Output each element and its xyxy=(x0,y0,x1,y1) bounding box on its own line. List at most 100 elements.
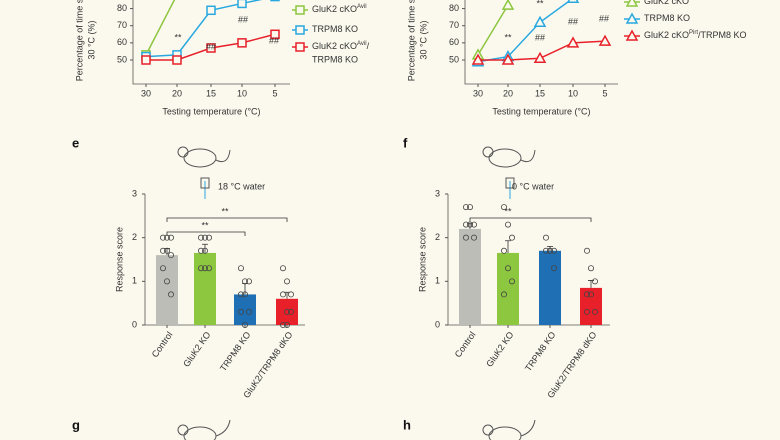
legend-label: TRPM8 KO xyxy=(644,13,690,23)
x-tick-label: 5 xyxy=(272,88,277,98)
stimulus-label: 18 °C water xyxy=(218,181,265,191)
x-tick-label: 20 xyxy=(172,88,182,98)
axis xyxy=(132,0,290,85)
bar xyxy=(276,298,298,325)
marker xyxy=(270,0,280,2)
y-tick-label: 70 xyxy=(117,20,127,30)
marker xyxy=(501,0,515,10)
axis xyxy=(464,0,618,85)
data-point xyxy=(470,234,477,241)
data-point xyxy=(588,265,595,272)
data-point xyxy=(197,265,204,272)
bar xyxy=(156,255,178,325)
marker xyxy=(566,36,580,48)
legend-label: TRPM8 KO xyxy=(312,24,358,34)
data-point xyxy=(237,308,244,315)
data-point xyxy=(283,278,290,285)
legend-suffix: / xyxy=(367,41,370,51)
marker xyxy=(533,15,547,28)
y-tick-label: 60 xyxy=(117,37,127,47)
data-point xyxy=(279,291,286,298)
x-tick-label: TRPM8 KO xyxy=(218,330,253,373)
series-line xyxy=(477,4,509,56)
bar xyxy=(580,287,602,325)
data-point xyxy=(279,321,286,328)
x-tick-label: Control xyxy=(150,330,175,360)
x-tick-label: 20 xyxy=(503,88,513,98)
data-point xyxy=(287,291,294,298)
x-axis-label: Testing temperature (°C) xyxy=(162,106,260,116)
marker xyxy=(471,53,485,65)
data-point xyxy=(167,252,174,259)
data-point xyxy=(201,234,208,241)
legend-label: GluK2 cKOPirt/TRPM8 KO xyxy=(644,30,747,41)
marker xyxy=(206,43,216,53)
data-point xyxy=(543,234,550,241)
y-tick-label: 0 xyxy=(435,319,440,329)
significance-bracket xyxy=(166,217,288,222)
data-point xyxy=(551,265,558,272)
annotation: ## xyxy=(238,14,248,24)
legend-label: TRPM8 KO xyxy=(312,54,358,64)
marker xyxy=(172,55,182,65)
y-axis-label: 30 °C (%) xyxy=(418,20,428,59)
error-bar xyxy=(505,240,511,253)
data-point xyxy=(201,265,208,272)
annotation: ## xyxy=(568,16,578,26)
data-point xyxy=(283,308,290,315)
x-tick-label: 30 xyxy=(473,88,483,98)
annotation: ** xyxy=(504,32,512,42)
x-tick-label: GluK2 KO xyxy=(181,330,212,369)
data-point xyxy=(237,265,244,272)
legend-sup: Pirt xyxy=(689,30,698,36)
data-point xyxy=(500,247,507,254)
marker xyxy=(598,34,612,46)
y-axis-label: Response score xyxy=(417,227,427,292)
bar xyxy=(459,228,481,325)
y-tick-label: 2 xyxy=(435,232,440,242)
x-tick-label: 15 xyxy=(206,88,216,98)
data-point xyxy=(592,278,599,285)
y-tick-label: 0 xyxy=(132,319,137,329)
legend-label: GluK2 cKOAvil xyxy=(312,4,367,15)
data-point xyxy=(159,234,166,241)
marker xyxy=(625,12,639,24)
y-axis-label: Response score xyxy=(114,227,124,292)
annotation: ** xyxy=(221,206,229,216)
y-axis-label: Percentage of time s xyxy=(74,0,84,81)
data-point xyxy=(462,221,469,228)
legend-suffix: /TRPM8 KO xyxy=(698,30,747,40)
data-point xyxy=(466,204,473,211)
data-point xyxy=(159,247,166,254)
annotation: ** xyxy=(201,220,209,230)
data-point xyxy=(167,234,174,241)
marker xyxy=(237,0,247,9)
marker xyxy=(141,55,151,65)
data-point xyxy=(237,291,244,298)
data-point xyxy=(241,278,248,285)
marker xyxy=(295,5,305,15)
data-point xyxy=(462,204,469,211)
stimulus-label: 0 °C water xyxy=(512,181,554,191)
data-point xyxy=(163,247,170,254)
y-tick-label: 3 xyxy=(132,188,137,198)
legend-name: GluK2 cKO xyxy=(644,0,689,6)
annotation: ## xyxy=(535,32,545,42)
y-tick-label: 50 xyxy=(449,54,459,64)
error-bar xyxy=(202,243,208,253)
bar xyxy=(194,252,216,325)
data-point xyxy=(508,278,515,285)
data-point xyxy=(287,308,294,315)
series-line xyxy=(145,0,176,56)
marker xyxy=(533,51,547,64)
marker xyxy=(625,29,639,41)
annotation: ## xyxy=(599,13,609,23)
marker xyxy=(295,42,305,52)
legend-name: GluK2 cKO xyxy=(644,30,689,40)
legend-sup: Pirt xyxy=(689,0,698,2)
legend-name: GluK2 cKO xyxy=(312,4,357,14)
bar xyxy=(539,250,561,325)
legend-sup: Avil xyxy=(357,41,367,47)
legend-label: GluK2 cKOAvil/ xyxy=(312,41,370,52)
